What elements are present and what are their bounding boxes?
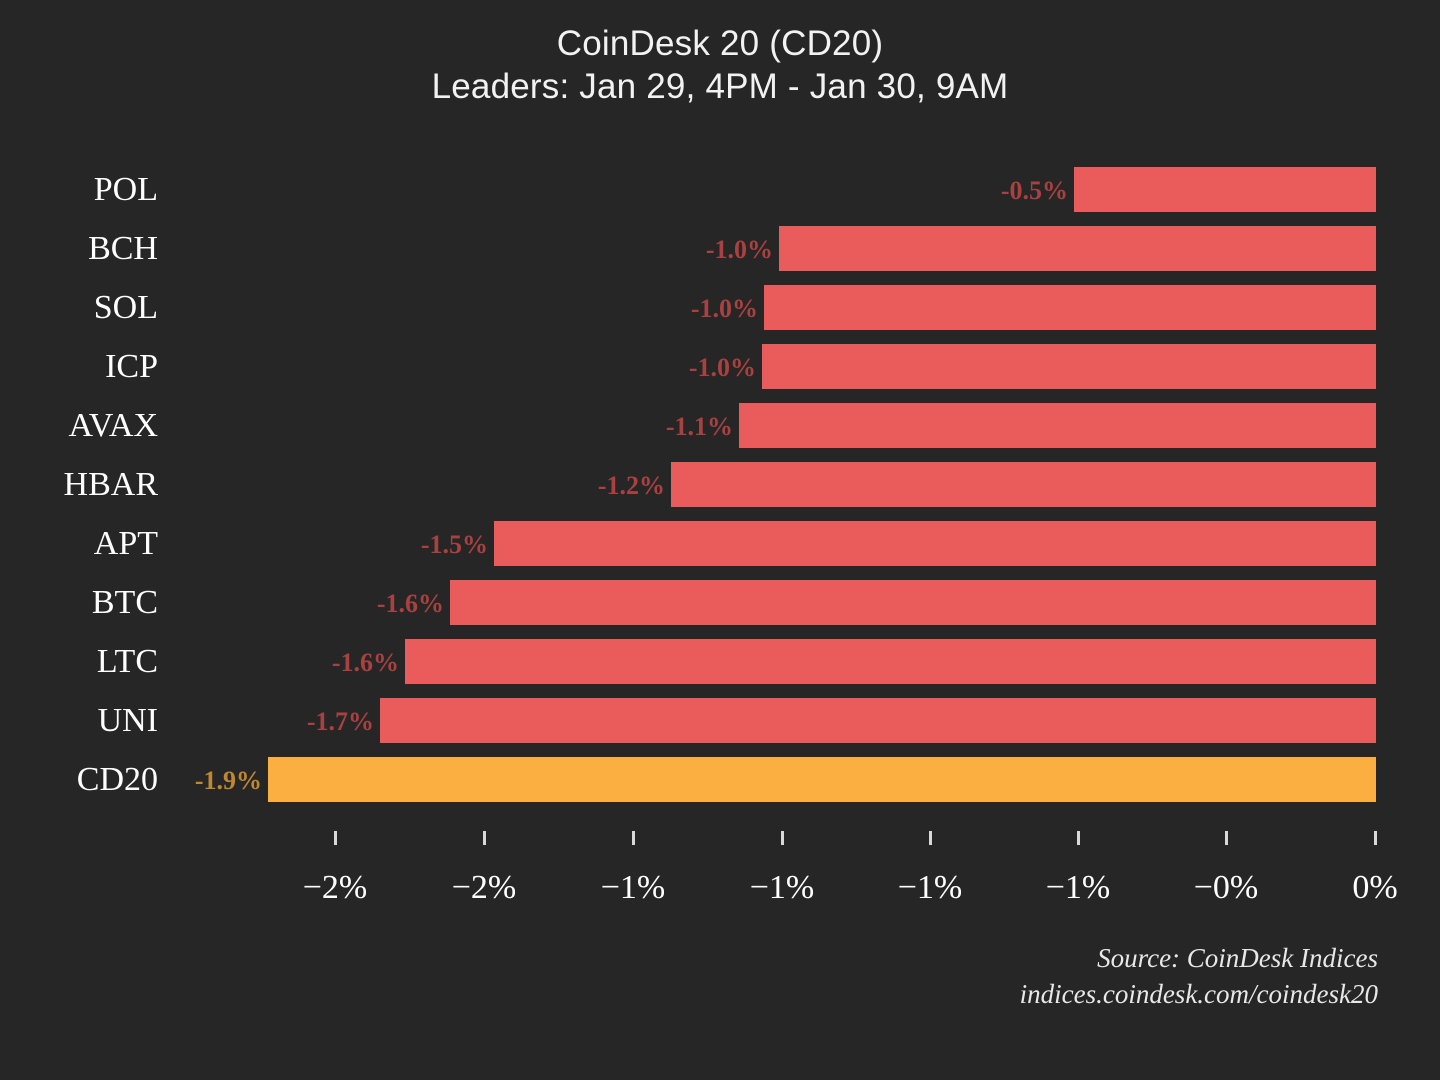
bar-row: AVAX -1.1%: [0, 403, 1440, 462]
bar-pol[interactable]: [1074, 167, 1376, 212]
value-label-ltc: -1.6%: [331, 648, 399, 677]
bar-bch[interactable]: [779, 226, 1376, 271]
value-label-hbar: -1.2%: [597, 471, 665, 500]
bar-ltc[interactable]: [405, 639, 1376, 684]
category-label-hbar: HBAR: [63, 466, 158, 503]
bar-row: LTC -1.6%: [0, 639, 1440, 698]
value-label-sol: -1.0%: [690, 294, 758, 323]
value-label-cd20: -1.9%: [194, 766, 262, 795]
x-tick-label: −1%: [897, 869, 963, 906]
bar-row: POL -0.5%: [0, 167, 1440, 226]
category-label-uni: UNI: [97, 702, 158, 739]
chart-title-line-2: Leaders: Jan 29, 4PM - Jan 30, 9AM: [431, 67, 1009, 106]
x-tick-mark: [1077, 831, 1080, 845]
x-tick-mark: [1374, 831, 1377, 845]
chart-title-line-1: CoinDesk 20 (CD20): [556, 24, 884, 63]
x-tick-label: 0%: [1352, 869, 1398, 906]
value-label-btc: -1.6%: [376, 589, 444, 618]
source-attribution: Source: CoinDesk Indices indices.coindes…: [1020, 940, 1378, 1012]
value-label-avax: -1.1%: [665, 412, 733, 441]
x-tick-mark: [632, 831, 635, 845]
bar-row: APT -1.5%: [0, 521, 1440, 580]
value-label-pol: -0.5%: [1000, 176, 1068, 205]
bar-avax[interactable]: [739, 403, 1376, 448]
bar-icp[interactable]: [762, 344, 1376, 389]
category-label-btc: BTC: [91, 584, 158, 621]
bar-row: BTC -1.6%: [0, 580, 1440, 639]
bar-apt[interactable]: [494, 521, 1376, 566]
bar-sol[interactable]: [764, 285, 1376, 330]
bar-row: UNI -1.7%: [0, 698, 1440, 757]
bar-row: HBAR -1.2%: [0, 462, 1440, 521]
x-tick-mark: [483, 831, 486, 845]
x-tick-mark: [929, 831, 932, 845]
bar-row: SOL -1.0%: [0, 285, 1440, 344]
x-tick-mark: [1225, 831, 1228, 845]
category-label-icp: ICP: [105, 348, 158, 385]
x-tick-label: −2%: [451, 869, 517, 906]
value-label-apt: -1.5%: [420, 530, 488, 559]
x-tick-label: −1%: [749, 869, 815, 906]
bar-hbar[interactable]: [671, 462, 1376, 507]
category-label-ltc: LTC: [96, 643, 158, 680]
bar-row: CD20 -1.9%: [0, 757, 1440, 816]
category-label-sol: SOL: [93, 289, 158, 326]
x-tick-mark: [781, 831, 784, 845]
x-tick-label: −0%: [1193, 869, 1259, 906]
source-line-1: Source: CoinDesk Indices: [1097, 943, 1378, 973]
bar-row: ICP -1.0%: [0, 344, 1440, 403]
category-label-apt: APT: [93, 525, 158, 562]
category-label-pol: POL: [93, 171, 158, 208]
value-label-bch: -1.0%: [705, 235, 773, 264]
value-label-uni: -1.7%: [306, 707, 374, 736]
category-label-cd20: CD20: [76, 761, 158, 798]
x-tick-label: −2%: [302, 869, 368, 906]
x-tick-mark: [334, 831, 337, 845]
x-tick-label: −1%: [1045, 869, 1111, 906]
x-tick-label: −1%: [600, 869, 666, 906]
category-label-bch: BCH: [88, 230, 158, 267]
chart-title: CoinDesk 20 (CD20) Leaders: Jan 29, 4PM …: [0, 22, 1440, 108]
source-line-2: indices.coindesk.com/coindesk20: [1019, 979, 1378, 1009]
category-label-avax: AVAX: [68, 407, 158, 444]
value-label-icp: -1.0%: [688, 353, 756, 382]
bar-uni[interactable]: [380, 698, 1376, 743]
bar-btc[interactable]: [450, 580, 1376, 625]
bar-cd20[interactable]: [268, 757, 1376, 802]
bar-row: BCH -1.0%: [0, 226, 1440, 285]
